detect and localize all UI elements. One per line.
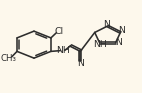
Text: N: N — [118, 26, 125, 35]
Text: Cl: Cl — [54, 27, 63, 36]
Text: CH₃: CH₃ — [0, 54, 16, 63]
Text: N: N — [77, 59, 84, 68]
Text: N: N — [103, 20, 110, 29]
Text: N: N — [115, 38, 122, 47]
Text: NH: NH — [93, 40, 107, 49]
Text: NH: NH — [56, 46, 70, 55]
